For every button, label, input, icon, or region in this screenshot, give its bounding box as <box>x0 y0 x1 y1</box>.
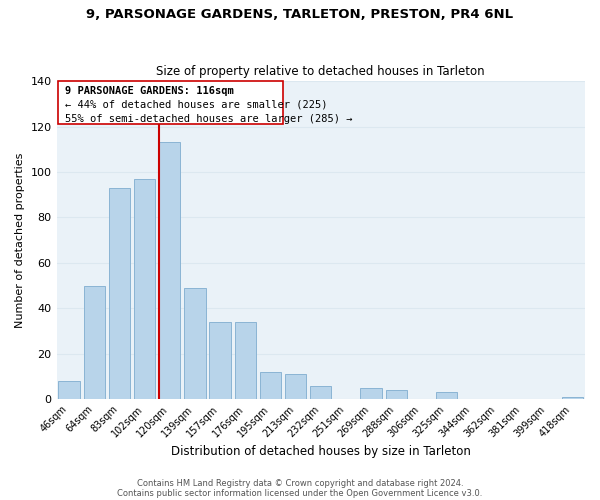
Text: 55% of semi-detached houses are larger (285) →: 55% of semi-detached houses are larger (… <box>65 114 353 124</box>
Bar <box>134 179 155 399</box>
Bar <box>310 386 331 399</box>
Text: 9 PARSONAGE GARDENS: 116sqm: 9 PARSONAGE GARDENS: 116sqm <box>65 86 234 96</box>
Y-axis label: Number of detached properties: Number of detached properties <box>15 152 25 328</box>
FancyBboxPatch shape <box>58 81 283 124</box>
Bar <box>209 322 231 399</box>
Bar <box>109 188 130 399</box>
Text: Contains HM Land Registry data © Crown copyright and database right 2024.: Contains HM Land Registry data © Crown c… <box>137 478 463 488</box>
Bar <box>159 142 181 399</box>
Text: ← 44% of detached houses are smaller (225): ← 44% of detached houses are smaller (22… <box>65 99 328 109</box>
Bar <box>260 372 281 399</box>
Bar <box>235 322 256 399</box>
X-axis label: Distribution of detached houses by size in Tarleton: Distribution of detached houses by size … <box>171 444 471 458</box>
Bar <box>58 381 80 399</box>
Text: Contains public sector information licensed under the Open Government Licence v3: Contains public sector information licen… <box>118 488 482 498</box>
Bar <box>83 286 105 399</box>
Bar <box>285 374 307 399</box>
Bar <box>562 397 583 399</box>
Title: Size of property relative to detached houses in Tarleton: Size of property relative to detached ho… <box>157 66 485 78</box>
Text: 9, PARSONAGE GARDENS, TARLETON, PRESTON, PR4 6NL: 9, PARSONAGE GARDENS, TARLETON, PRESTON,… <box>86 8 514 20</box>
Bar <box>184 288 206 399</box>
Bar <box>436 392 457 399</box>
Bar <box>386 390 407 399</box>
Bar <box>361 388 382 399</box>
